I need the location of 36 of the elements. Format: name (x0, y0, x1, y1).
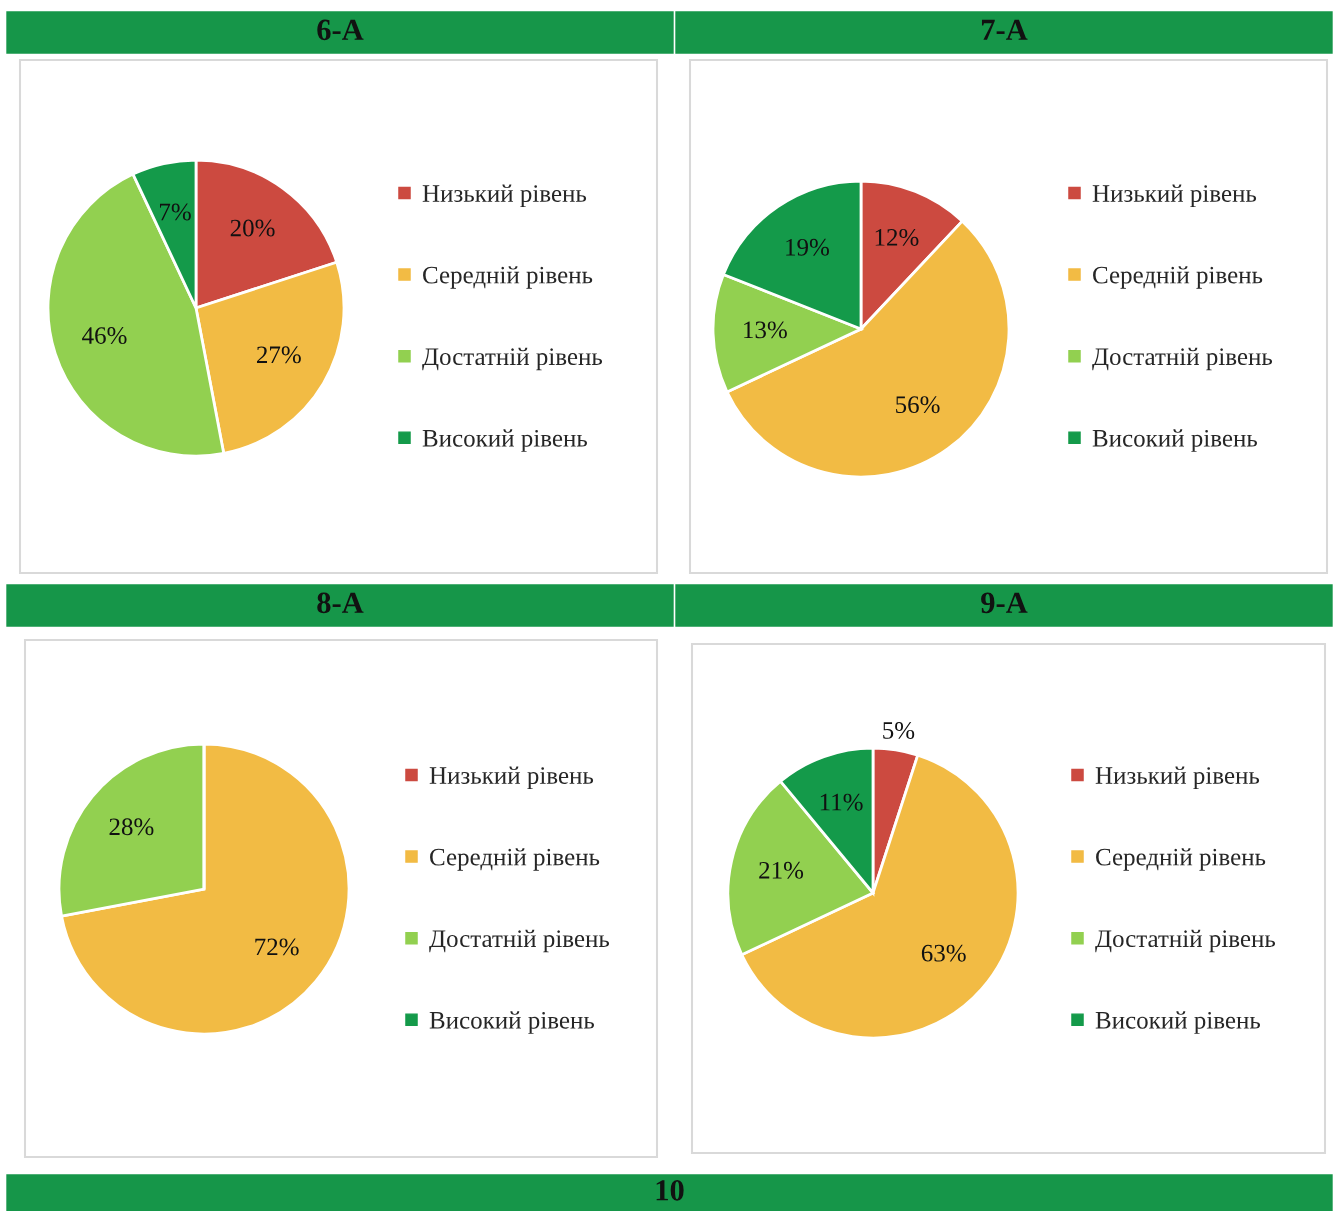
data-label: 20% (230, 219, 275, 237)
legend-label: Низький рівень (1095, 766, 1260, 790)
legend-label: Високий рівень (1092, 429, 1258, 452)
data-label: 63% (921, 944, 966, 962)
legend-label: Середній рівень (423, 266, 593, 289)
data-label: 19% (786, 238, 829, 256)
legend-label: Низький рівень (422, 184, 587, 208)
legend-label: Достатній рівень (429, 929, 610, 953)
pie-slice (60, 742, 351, 1036)
legend-label: Високий рівень (429, 1011, 595, 1034)
data-label: 28% (109, 818, 154, 836)
legend-label: Середній рівень (430, 848, 600, 871)
legend-label: Високий рівень (422, 429, 588, 452)
chart-title: 8-А (317, 592, 364, 614)
legend-label: Низький рівень (429, 766, 594, 790)
chart-title: 6-А (317, 19, 364, 41)
legend-label: Середній рівень (1096, 848, 1266, 871)
data-label: 21% (759, 861, 804, 879)
data-label: 72% (255, 938, 299, 956)
legend-label: Високий рівень (1095, 1011, 1261, 1034)
text: 10 (656, 1180, 684, 1201)
data-label: 56% (896, 396, 940, 414)
legend-label: Достатній рівень (1095, 929, 1276, 953)
data-label: 12% (875, 228, 919, 246)
legend-label: Низький рівень (1092, 184, 1257, 208)
chart-title: 9-А (981, 592, 1028, 614)
data-label: 7% (160, 203, 191, 221)
data-label: 27% (256, 346, 301, 364)
chart-title: 7-А (981, 19, 1028, 40)
data-label: 11% (820, 793, 863, 811)
data-label: 13% (744, 321, 787, 339)
data-label: 5% (883, 721, 915, 739)
legend-label: Достатній рівень (1092, 347, 1273, 371)
legend-label: Середній рівень (1093, 266, 1263, 289)
legend-label: Достатній рівень (422, 347, 603, 371)
data-label: 46% (82, 327, 127, 345)
